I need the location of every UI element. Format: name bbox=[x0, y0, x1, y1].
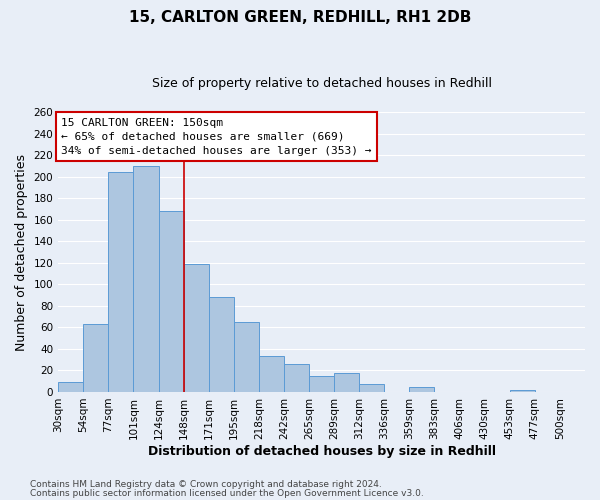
Title: Size of property relative to detached houses in Redhill: Size of property relative to detached ho… bbox=[152, 78, 491, 90]
Bar bbox=[184, 264, 209, 392]
Y-axis label: Number of detached properties: Number of detached properties bbox=[15, 154, 28, 350]
X-axis label: Distribution of detached houses by size in Redhill: Distribution of detached houses by size … bbox=[148, 444, 496, 458]
Bar bbox=[133, 166, 158, 392]
Bar bbox=[234, 322, 259, 392]
Bar bbox=[259, 356, 284, 392]
Text: 15 CARLTON GREEN: 150sqm
← 65% of detached houses are smaller (669)
34% of semi-: 15 CARLTON GREEN: 150sqm ← 65% of detach… bbox=[61, 118, 371, 156]
Bar bbox=[334, 372, 359, 392]
Text: Contains HM Land Registry data © Crown copyright and database right 2024.: Contains HM Land Registry data © Crown c… bbox=[30, 480, 382, 489]
Bar bbox=[109, 172, 133, 392]
Text: Contains public sector information licensed under the Open Government Licence v3: Contains public sector information licen… bbox=[30, 488, 424, 498]
Bar bbox=[510, 390, 535, 392]
Bar bbox=[83, 324, 109, 392]
Bar bbox=[309, 376, 334, 392]
Text: 15, CARLTON GREEN, REDHILL, RH1 2DB: 15, CARLTON GREEN, REDHILL, RH1 2DB bbox=[129, 10, 471, 25]
Bar bbox=[359, 384, 385, 392]
Bar bbox=[409, 386, 434, 392]
Bar bbox=[158, 212, 184, 392]
Bar bbox=[209, 298, 234, 392]
Bar bbox=[58, 382, 83, 392]
Bar bbox=[284, 364, 309, 392]
